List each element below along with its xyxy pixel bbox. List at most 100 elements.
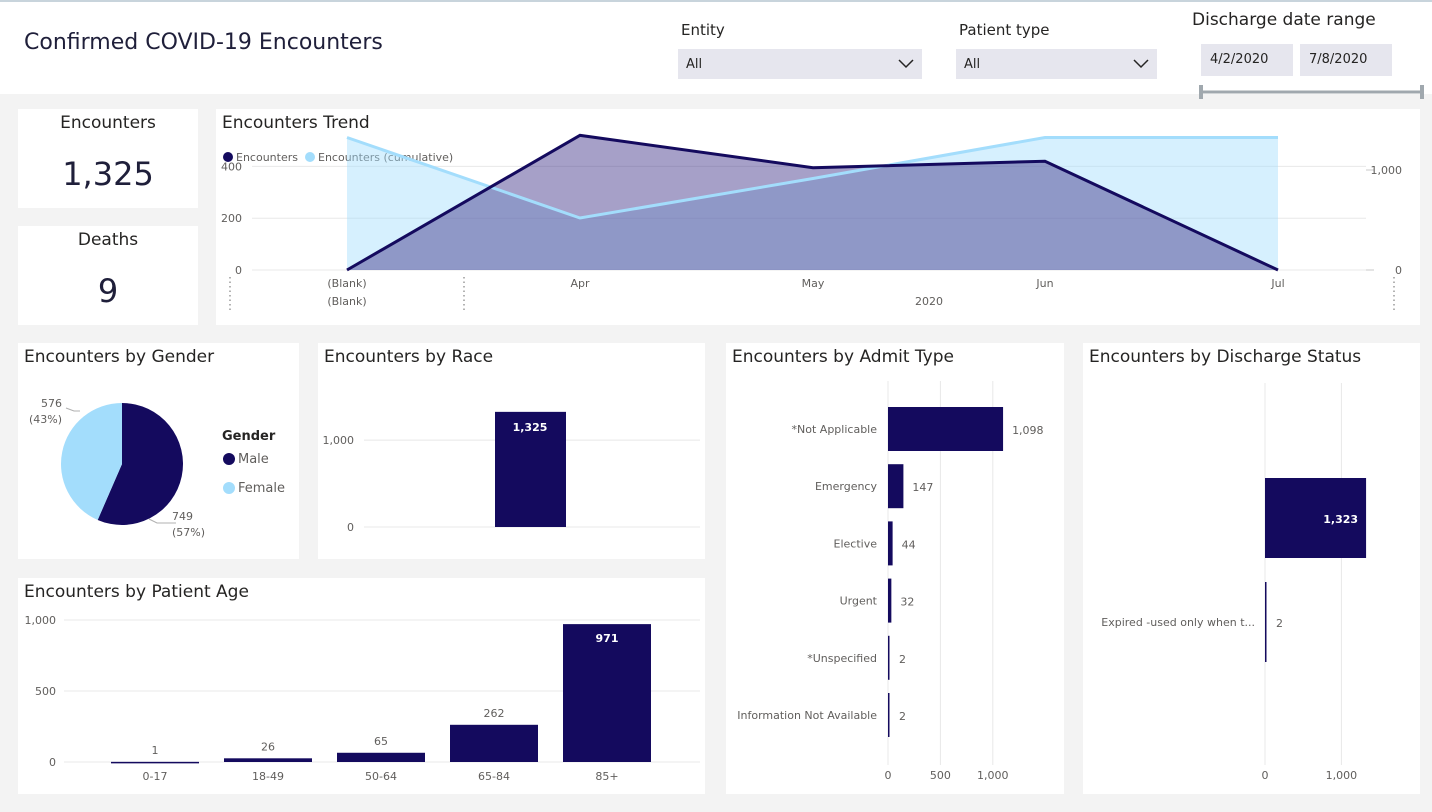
- race-card: Encounters by Race 0 1,000 1,325: [318, 343, 705, 559]
- admit-bar[interactable]: [888, 407, 1004, 451]
- patient-type-filter-label: Patient type: [959, 21, 1050, 39]
- date-start-input[interactable]: 4/2/2020: [1201, 44, 1293, 76]
- gender-title: Encounters by Gender: [24, 347, 215, 367]
- age-bar[interactable]: [224, 758, 312, 762]
- pie-slice-male[interactable]: [97, 403, 183, 525]
- deaths-kpi-card: Deaths 9: [18, 226, 198, 325]
- age-x-tick: 50-64: [365, 770, 397, 783]
- legend-dot-female: [223, 482, 235, 494]
- discharge-bar[interactable]: [1265, 478, 1367, 558]
- admit-bar-label: 2: [899, 653, 906, 666]
- race-bar[interactable]: [495, 411, 566, 527]
- encounters-line: [346, 133, 1279, 272]
- age-bar[interactable]: [111, 761, 199, 764]
- gender-chart[interactable]: 749 (57%) 576 (43%) Gender Male Female: [18, 343, 299, 559]
- age-bar-label: 65: [374, 735, 388, 748]
- admit-bar[interactable]: [888, 635, 890, 680]
- top-border: [0, 0, 1432, 2]
- pie-slice-female[interactable]: [61, 403, 122, 520]
- admit-y-label: *Unspecified: [807, 652, 877, 665]
- age-y-tick: 500: [35, 685, 56, 698]
- admit-bar-label: 147: [912, 481, 933, 494]
- encounters-kpi-card: Encounters 1,325: [18, 109, 198, 208]
- deaths-kpi-value: 9: [97, 272, 119, 310]
- admit-bar-label: 44: [902, 538, 916, 551]
- gender-card: Encounters by Gender 749 (57%) 576 (43%) Gen…: [18, 343, 299, 559]
- trend-x-tick: Jul: [1270, 277, 1284, 290]
- admit-bar-label: 2: [899, 710, 906, 723]
- legend-dot-cumulative: [305, 152, 315, 162]
- trend-x-sublabel-blank: (Blank): [327, 295, 366, 308]
- date-end-input[interactable]: 7/8/2020: [1300, 44, 1392, 76]
- pie-leader-male: [148, 518, 176, 524]
- discharge-bar-label: 1,323: [1323, 513, 1358, 526]
- admit-bar[interactable]: [888, 521, 893, 566]
- admit-y-label: Emergency: [815, 480, 878, 493]
- entity-dropdown[interactable]: All: [678, 49, 922, 79]
- legend-label-encounters: Encounters: [236, 151, 298, 164]
- age-bar[interactable]: [563, 624, 651, 762]
- age-bar-label: 262: [484, 707, 505, 720]
- discharge-title: Encounters by Discharge Status: [1089, 347, 1362, 367]
- legend-label-male: Male: [238, 452, 269, 467]
- age-title: Encounters by Patient Age: [24, 582, 249, 602]
- pie-leader-female: [65, 407, 80, 412]
- admit-bar[interactable]: [888, 464, 904, 509]
- trend-x-tick: (Blank): [327, 277, 366, 290]
- discharge-chart[interactable]: 0 1,000 1,323 Expired -used only when t... 2: [1083, 343, 1420, 794]
- discharge-bar[interactable]: [1265, 582, 1267, 662]
- pie-value-female: 576: [41, 397, 62, 410]
- legend-label-cumulative: Encounters (cumulative): [318, 151, 453, 164]
- discharge-y-label: Expired -used only when t...: [1101, 616, 1255, 629]
- age-bar-label: 971: [596, 632, 619, 645]
- pie-pct-female: (43%): [29, 413, 62, 426]
- admit-y-label: Urgent: [840, 595, 878, 608]
- admit-y-label: Elective: [834, 537, 878, 550]
- race-y-tick: 1,000: [323, 434, 355, 447]
- trend-x-sublabel-year: 2020: [915, 295, 943, 308]
- chevron-down-icon: [1133, 59, 1149, 69]
- header-bar: Confirmed COVID-19 Encounters Entity All…: [0, 2, 1432, 94]
- trend-x-tick: May: [802, 277, 825, 290]
- age-y-tick: 1,000: [25, 614, 57, 627]
- admit-y-label: *Not Applicable: [792, 423, 878, 436]
- age-bar[interactable]: [450, 724, 538, 762]
- admit-chart[interactable]: 0 500 1,000 *Not Applicable 1,098 Emergency 14…: [726, 343, 1064, 794]
- age-card: Encounters by Patient Age 0 500 1,000 1 0-17…: [18, 578, 705, 794]
- page-title: Confirmed COVID-19 Encounters: [24, 30, 383, 55]
- admit-y-label: Information Not Available: [737, 709, 877, 722]
- race-bar-label: 1,325: [513, 421, 548, 434]
- slider-end-handle[interactable]: [1420, 85, 1424, 99]
- trend-title: Encounters Trend: [222, 113, 370, 133]
- race-title: Encounters by Race: [324, 347, 494, 367]
- admit-bar[interactable]: [888, 693, 890, 737]
- legend-dot-encounters: [223, 152, 233, 162]
- trend-y-left-tick: 400: [221, 160, 242, 173]
- date-range-slider[interactable]: [1196, 82, 1428, 102]
- discharge-x-tick: 0: [1262, 769, 1269, 782]
- discharge-date-label: Discharge date range: [1192, 10, 1376, 30]
- pie-pct-male: (57%): [172, 526, 205, 539]
- pie-value-male: 749: [172, 510, 193, 523]
- encounters-kpi-label: Encounters: [60, 113, 156, 133]
- gender-legend-title: Gender: [222, 429, 276, 444]
- trend-y-left-tick: 200: [221, 212, 242, 225]
- age-chart[interactable]: 0 500 1,000 1 0-17 26 18-49 65 50-64 262 65-84 971 8…: [18, 578, 705, 794]
- race-chart[interactable]: 0 1,000 1,325: [318, 343, 705, 559]
- deaths-kpi-label: Deaths: [77, 230, 139, 250]
- admit-x-tick: 500: [930, 769, 951, 782]
- admit-card: Encounters by Admit Type 0 500 1,000 *Not A…: [726, 343, 1064, 794]
- patient-type-dropdown[interactable]: All: [956, 49, 1157, 79]
- race-y-tick: 0: [347, 521, 354, 534]
- entity-dropdown-value: All: [686, 57, 703, 72]
- admit-x-tick: 1,000: [977, 769, 1009, 782]
- admit-bar[interactable]: [888, 578, 892, 623]
- age-y-tick: 0: [49, 756, 56, 769]
- trend-chart[interactable]: Encounters Encounters (cumulative) 0 200 400…: [216, 109, 1420, 325]
- slider-start-handle[interactable]: [1199, 85, 1203, 99]
- discharge-bar-label: 2: [1276, 617, 1283, 630]
- encounters-area: [347, 135, 1278, 270]
- trend-x-tick: Apr: [570, 277, 590, 290]
- age-bar[interactable]: [337, 752, 425, 762]
- discharge-card: Encounters by Discharge Status 0 1,000 1,3…: [1083, 343, 1420, 794]
